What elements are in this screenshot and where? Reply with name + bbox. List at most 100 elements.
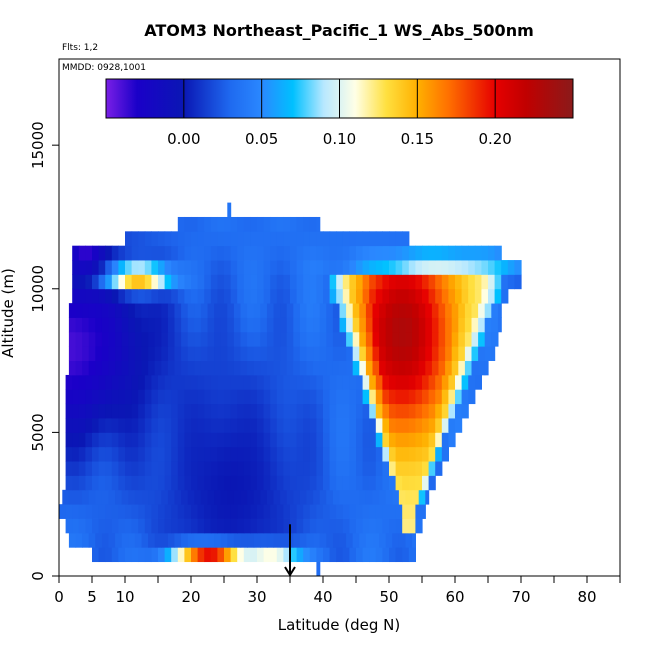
heatmap-cell [233, 317, 242, 333]
heatmap-cell [296, 461, 304, 476]
heatmap-cell [389, 504, 397, 519]
heatmap-cell [118, 288, 126, 304]
heatmap-cell [154, 331, 162, 347]
heatmap-cell [303, 547, 311, 563]
heatmap-cell [431, 303, 440, 318]
heatmap-cell [425, 331, 433, 347]
heatmap-cell [164, 504, 172, 519]
heatmap-cell [266, 360, 275, 376]
heatmap-cell [224, 231, 232, 247]
heatmap-cell [191, 374, 199, 390]
heatmap-cell [125, 475, 133, 491]
heatmap-cell [98, 547, 106, 563]
heatmap-cell [428, 374, 436, 390]
heatmap-cell [101, 489, 110, 505]
heatmap-cell [115, 489, 123, 505]
heatmap-cell [481, 260, 489, 275]
heatmap-cell [276, 475, 284, 491]
heatmap-cell [194, 346, 202, 361]
heatmap-cell [171, 260, 179, 275]
heatmap-cell [105, 518, 113, 534]
heatmap-cell [204, 518, 212, 534]
heatmap-cell [309, 403, 317, 419]
heatmap-cell [138, 475, 146, 491]
heatmap-cell [177, 260, 185, 275]
heatmap-cell [349, 231, 357, 247]
heatmap-cell [144, 403, 152, 419]
heatmap-cell [105, 245, 113, 261]
heatmap-cell [398, 532, 407, 548]
heatmap-cell [290, 374, 298, 390]
heatmap-cell [313, 346, 321, 361]
heatmap-cell [98, 389, 106, 405]
heatmap-cell [319, 346, 327, 361]
heatmap-cell [296, 432, 304, 448]
heatmap-cell [369, 260, 377, 275]
heatmap-cell [167, 360, 176, 376]
heatmap-cell [184, 260, 192, 275]
heatmap-cell [346, 532, 354, 548]
heatmap-cell [389, 389, 397, 405]
heatmap-cell [290, 446, 298, 462]
heatmap-cell [441, 274, 449, 290]
heatmap-cell [263, 260, 271, 275]
heatmap-cell [174, 331, 182, 347]
heatmap-cell [329, 504, 337, 519]
heatmap-cell [455, 260, 463, 275]
heatmap-cell [224, 274, 232, 290]
heatmap-cell [154, 532, 162, 548]
heatmap-cell [296, 418, 304, 433]
x-tick-label: 30 [247, 588, 266, 606]
altitude-bin-row [68, 532, 416, 548]
heatmap-cell [362, 403, 370, 419]
heatmap-cell [316, 216, 321, 232]
heatmap-cell [154, 303, 162, 318]
heatmap-cell [118, 432, 126, 448]
heatmap-cell [389, 245, 397, 261]
heatmap-cell [283, 403, 291, 419]
heatmap-cell [323, 274, 331, 290]
y-tick-label: 10000 [29, 265, 47, 313]
heatmap-cell [349, 446, 357, 462]
heatmap-cell [323, 475, 331, 491]
heatmap-cell [372, 317, 380, 333]
heatmap-cell [296, 518, 304, 534]
heatmap-cell [349, 418, 357, 433]
heatmap-cell [299, 331, 308, 347]
heatmap-cell [230, 274, 238, 290]
heatmap-cell [207, 532, 215, 548]
heatmap-cell [95, 489, 103, 505]
heatmap-cell [303, 274, 311, 290]
heatmap-cell [494, 260, 502, 275]
heatmap-cell [128, 303, 136, 318]
heatmap-cell [250, 461, 258, 476]
heatmap-cell [72, 432, 80, 448]
heatmap-cell [316, 231, 324, 247]
heatmap-cell [263, 446, 271, 462]
heatmap-cell [316, 274, 324, 290]
heatmap-cell [118, 403, 126, 419]
heatmap-cell [125, 274, 133, 290]
heatmap-cell [158, 446, 166, 462]
heatmap-cell [85, 461, 93, 476]
heatmap-cell [158, 288, 166, 304]
heatmap-cell [98, 418, 106, 433]
heatmap-cell [177, 518, 185, 534]
heatmap-cell [507, 260, 515, 275]
heatmap-cell [418, 317, 426, 333]
heatmap-cell [468, 245, 476, 261]
heatmap-cell [72, 389, 80, 405]
heatmap-cell [336, 432, 344, 448]
heatmap-cell [332, 303, 341, 318]
heatmap-cell [204, 461, 212, 476]
heatmap-cell [125, 504, 133, 519]
heatmap-cell [283, 288, 291, 304]
heatmap-cell [158, 418, 166, 433]
heatmap-cell [224, 461, 232, 476]
heatmap-cell [415, 432, 423, 448]
heatmap-cell [326, 360, 334, 376]
heatmap-cell [323, 389, 331, 405]
heatmap-cell [319, 331, 327, 347]
heatmap-cell [138, 288, 146, 304]
